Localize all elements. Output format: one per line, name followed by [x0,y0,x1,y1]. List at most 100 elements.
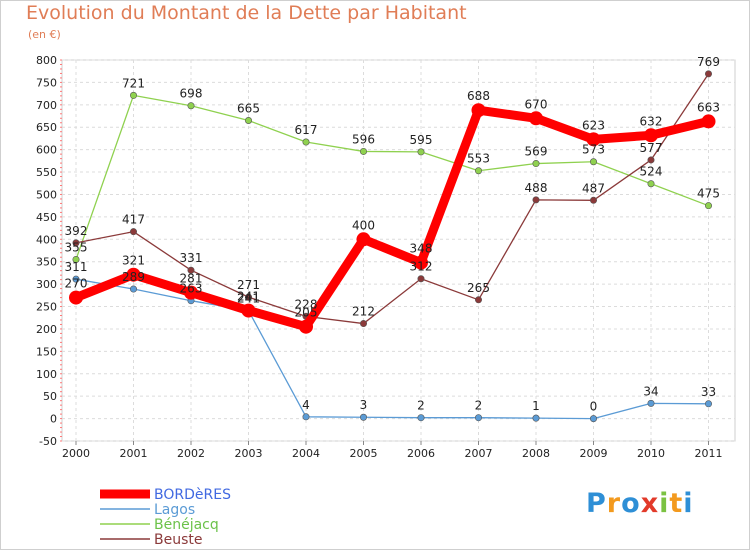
x-tick-label: 2011 [695,447,723,460]
data-label-lagos: 311 [65,260,88,274]
data-label-beuste: 271 [237,278,260,292]
data-label-bord-res: 670 [525,97,548,111]
data-point-beuste [130,228,138,236]
y-tick-label: 700 [36,99,57,112]
data-point-beuste [72,239,80,247]
y-tick-label: 500 [36,188,57,201]
legend-label-bord-res: BORDèRES [154,487,231,503]
data-point-beuste [417,275,425,283]
data-label-b-n-jacq: 617 [295,123,318,137]
data-label-bord-res: 348 [410,242,433,256]
y-tick-label: 250 [36,301,57,314]
axes: -50 0 50 100 150 200 250 300 350 400 450 500 550 600 6… [36,54,723,460]
data-point-beuste [474,296,482,304]
data-point-lagos [589,415,597,423]
data-point-bord-res [701,114,716,129]
x-tick-label: 2004 [292,447,320,460]
data-point-bord-res [471,103,486,118]
y-tick-label: 650 [36,121,57,134]
data-point-lagos [532,414,540,422]
data-label-b-n-jacq: 569 [525,145,548,159]
data-label-bord-res: 663 [697,100,720,114]
y-tick-label: 150 [36,345,57,358]
logo-letter: i [659,488,670,519]
data-point-bord-res [644,128,658,143]
data-label-bord-res: 270 [65,277,88,291]
y-tick-label: 350 [36,256,57,269]
data-point-lagos [474,414,482,422]
x-tick-label: 2002 [177,447,205,460]
data-label-lagos: 241 [237,292,260,306]
legend-label-beuste: Beuste [154,532,203,548]
data-label-b-n-jacq: 665 [237,102,260,116]
data-point-beuste [704,70,712,78]
x-tick-label: 2000 [62,447,90,460]
data-label-beuste: 265 [467,281,490,295]
data-label-bord-res: 241 [237,290,260,304]
data-point-b-n-jacq [474,167,482,175]
x-tick-label: 2007 [465,447,493,460]
data-label-lagos: 1 [532,399,540,413]
data-point-beuste [647,156,655,164]
logo-letter: P [586,488,607,519]
x-tick-label: 2006 [407,447,435,460]
data-point-b-n-jacq [187,102,195,110]
y-tick-label: 450 [36,211,57,224]
y-tick-label: 800 [36,54,57,67]
data-point-b-n-jacq [589,158,597,166]
data-label-lagos: 2 [475,399,483,413]
data-label-beuste: 487 [582,181,605,195]
series-lines [69,70,716,423]
data-labels: 311 289 263 241 4 3 2 2 1 0 34 33 355 721 698 665 617 596… [65,55,720,414]
logo-letter: t [669,488,684,519]
x-tick-label: 2003 [235,447,263,460]
y-tick-label: 600 [36,144,57,157]
data-label-beuste: 312 [410,260,433,274]
data-label-beuste: 212 [352,305,375,319]
data-point-b-n-jacq [130,91,138,99]
x-tick-label: 2010 [637,447,665,460]
data-label-b-n-jacq: 524 [640,165,663,179]
data-point-beuste [359,320,367,328]
data-point-lagos [417,414,425,422]
data-point-b-n-jacq [245,117,253,125]
data-point-bord-res [586,132,601,147]
proxiti-logo: Proxiti [586,488,694,519]
data-label-bord-res: 632 [640,114,663,128]
data-point-beuste [187,266,195,274]
data-label-b-n-jacq: 596 [352,132,375,146]
data-point-bord-res [241,303,256,318]
data-point-b-n-jacq [302,138,310,146]
legend-label-lagos: Lagos [154,502,195,518]
chart-unit: (en €) [28,28,61,41]
y-tick-label: 550 [36,166,57,179]
data-label-b-n-jacq: 553 [467,152,490,166]
data-label-bord-res: 321 [122,254,145,268]
data-label-b-n-jacq: 721 [122,76,145,90]
data-label-beuste: 228 [295,297,318,311]
data-point-beuste [532,196,540,204]
data-point-bord-res [356,232,371,247]
data-label-b-n-jacq: 698 [180,87,203,101]
data-label-bord-res: 623 [582,118,605,132]
x-tick-label: 2008 [522,447,550,460]
y-tick-label: 300 [36,278,57,291]
data-label-bord-res: 281 [180,272,203,286]
data-point-bord-res [529,111,543,126]
logo-letter: i [683,488,694,519]
series-line-bord-res [71,105,713,332]
y-tick-label: 200 [36,323,57,336]
data-label-beuste: 392 [65,224,88,238]
data-point-b-n-jacq [72,255,80,263]
data-label-bord-res: 688 [467,89,490,103]
logo-letter: r [606,488,622,519]
data-point-beuste [245,293,253,301]
data-point-bord-res [126,267,141,282]
data-point-b-n-jacq [417,148,425,156]
data-label-bord-res: 205 [295,306,318,320]
data-label-beuste: 769 [697,55,720,69]
data-point-lagos [130,285,138,293]
data-label-beuste: 331 [180,251,203,265]
data-point-bord-res [299,319,313,334]
